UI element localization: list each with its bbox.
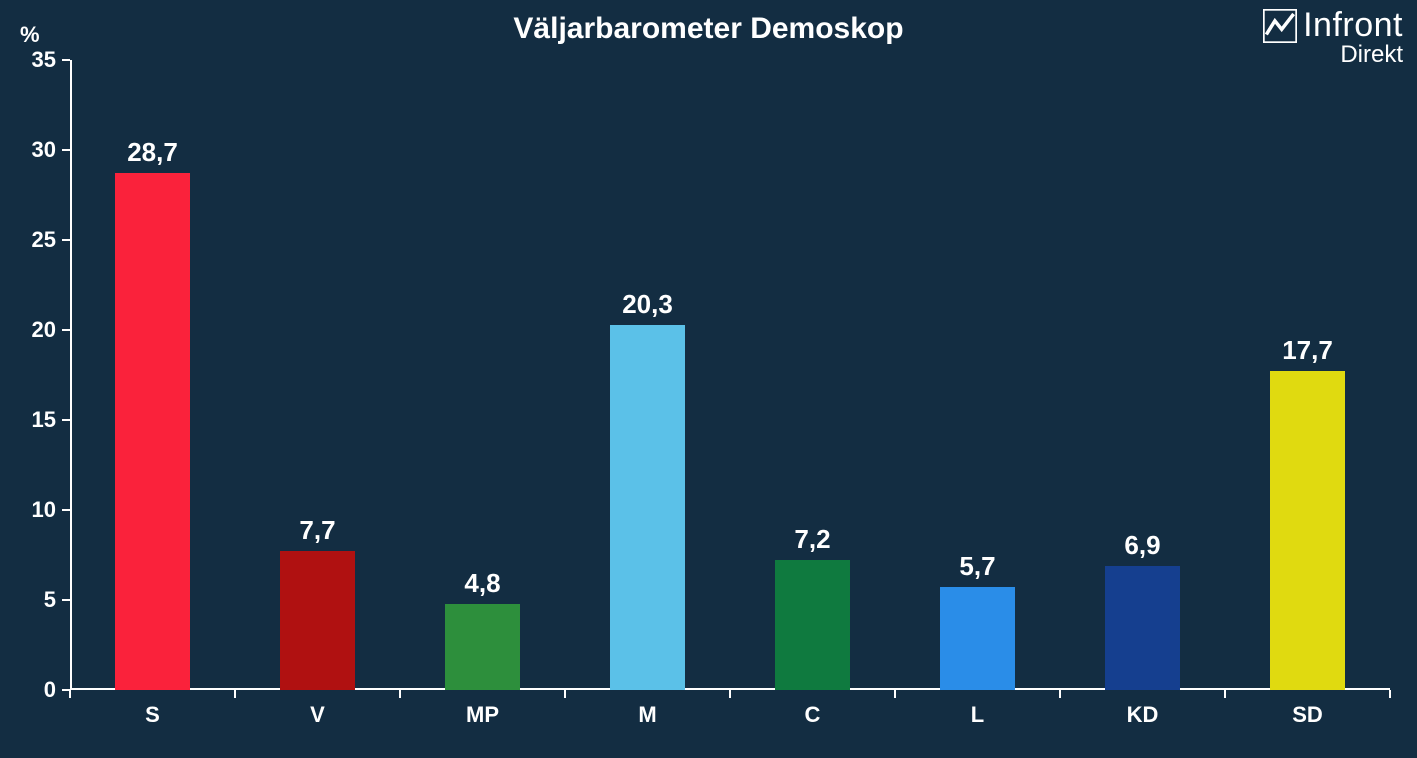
x-category-label: S	[145, 702, 160, 728]
x-tick	[1389, 690, 1391, 698]
bar-value-label: 6,9	[1124, 530, 1160, 561]
y-tick-label: 30	[0, 137, 56, 163]
bar	[775, 560, 851, 690]
brand-logo-row: Infront	[1263, 6, 1403, 45]
y-tick-label: 0	[0, 677, 56, 703]
infront-logo-icon	[1263, 9, 1297, 43]
x-tick	[234, 690, 236, 698]
y-tick-label: 10	[0, 497, 56, 523]
bar-value-label: 4,8	[464, 568, 500, 599]
x-tick	[894, 690, 896, 698]
brand-name: Infront	[1303, 6, 1403, 45]
bar-value-label: 20,3	[622, 289, 673, 320]
x-category-label: SD	[1292, 702, 1323, 728]
bar	[115, 173, 191, 690]
bar-value-label: 7,2	[794, 524, 830, 555]
y-tick-label: 15	[0, 407, 56, 433]
x-tick	[1224, 690, 1226, 698]
bar-value-label: 28,7	[127, 137, 178, 168]
bar	[1105, 566, 1181, 690]
bar	[940, 587, 1016, 690]
x-category-label: C	[805, 702, 821, 728]
y-axis-line	[70, 60, 72, 690]
y-tick-label: 5	[0, 587, 56, 613]
chart-title: Väljarbarometer Demoskop	[0, 12, 1417, 46]
plot-area	[70, 60, 1390, 690]
y-tick	[62, 509, 70, 511]
y-tick	[62, 149, 70, 151]
x-tick	[729, 690, 731, 698]
bar-value-label: 7,7	[299, 515, 335, 546]
x-category-label: KD	[1127, 702, 1159, 728]
y-tick-label: 35	[0, 47, 56, 73]
bar	[610, 325, 686, 690]
y-tick	[62, 59, 70, 61]
x-category-label: L	[971, 702, 984, 728]
y-tick	[62, 419, 70, 421]
x-category-label: MP	[466, 702, 499, 728]
x-tick	[399, 690, 401, 698]
x-tick	[69, 690, 71, 698]
x-category-label: M	[638, 702, 656, 728]
x-tick	[1059, 690, 1061, 698]
y-tick-label: 20	[0, 317, 56, 343]
chart-root: Väljarbarometer DemoskopInfrontDirekt%05…	[0, 0, 1417, 758]
bar	[445, 604, 521, 690]
bar	[1270, 371, 1346, 690]
y-axis-unit: %	[20, 22, 40, 48]
x-tick	[564, 690, 566, 698]
y-tick	[62, 329, 70, 331]
y-tick	[62, 239, 70, 241]
bar	[280, 551, 356, 690]
bar-value-label: 17,7	[1282, 335, 1333, 366]
y-tick	[62, 599, 70, 601]
bar-value-label: 5,7	[959, 551, 995, 582]
y-tick-label: 25	[0, 227, 56, 253]
x-category-label: V	[310, 702, 325, 728]
